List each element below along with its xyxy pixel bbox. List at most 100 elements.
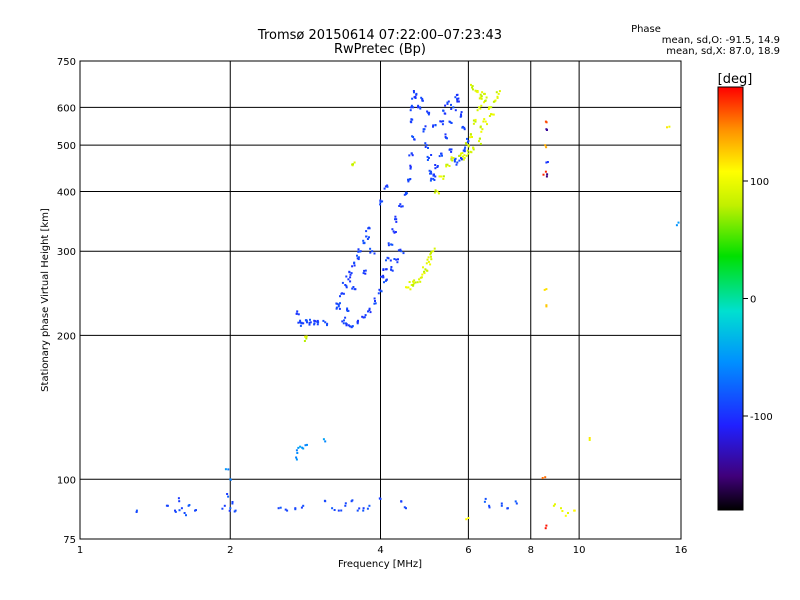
echo-point-5-6-0 <box>467 517 470 519</box>
echo-point-1-5-1 <box>422 266 424 269</box>
echo-point-2-30-1 <box>500 502 503 505</box>
echo-point-1-24-0 <box>497 92 500 95</box>
echo-point-0-53-0 <box>434 175 437 178</box>
echo-point-0-8-3 <box>339 302 341 305</box>
echo-point-0-42-3 <box>413 138 416 141</box>
echo-point-0-24-2 <box>368 307 371 310</box>
echo-point-0-32-1 <box>385 268 388 271</box>
echo-point-0-10-3 <box>345 284 348 287</box>
echo-point-1-9-2 <box>433 191 436 194</box>
y-tick-label-3: 300 <box>57 247 76 258</box>
echo-point-0-61-0 <box>460 113 462 116</box>
echo-point-0-32-3 <box>382 269 385 271</box>
echo-point-1-31-0 <box>481 128 484 131</box>
echo-point-4-0-1 <box>545 121 548 124</box>
echo-point-0-0-1 <box>296 310 299 313</box>
echo-point-0-20-3 <box>345 322 347 325</box>
echo-point-0-64-3 <box>448 148 451 151</box>
phase-stats-line2: mean, sd,X: 87.0, 18.9 <box>666 46 780 57</box>
echo-point-1-14-2 <box>467 145 470 148</box>
echo-point-1-7-3 <box>427 256 430 259</box>
echo-point-4-8-0 <box>544 476 547 479</box>
echo-point-0-4-0 <box>309 321 312 324</box>
echo-point-1-6-0 <box>427 260 430 263</box>
echo-point-0-79-0 <box>371 250 374 253</box>
echo-point-2-16-0 <box>302 504 305 507</box>
echo-point-1-17-3 <box>476 109 479 112</box>
echo-point-1-27-0 <box>463 157 466 159</box>
echo-point-0-33-1 <box>386 256 389 259</box>
echo-point-1-20-3 <box>484 100 487 102</box>
echo-point-0-52-3 <box>430 177 433 180</box>
echo-point-0-78-1 <box>364 269 367 272</box>
echo-point-0-20-2 <box>347 324 350 327</box>
echo-point-2-11-0 <box>227 495 230 498</box>
echo-point-0-74-3 <box>434 124 437 127</box>
echo-point-1-29-1 <box>470 151 473 154</box>
echo-point-3-6-0 <box>224 468 227 471</box>
echo-point-0-16-1 <box>362 239 365 242</box>
echo-point-2-28-1 <box>483 500 486 503</box>
echo-point-1-10-0 <box>440 175 443 178</box>
echo-point-0-7-1 <box>322 319 325 322</box>
echo-point-1-7-2 <box>429 253 432 256</box>
echo-point-0-39-2 <box>407 178 409 181</box>
echo-point-5-0-0 <box>552 504 555 507</box>
echo-point-2-1-1 <box>165 504 168 507</box>
echo-point-4-8-1 <box>541 477 544 479</box>
echo-point-2-7-0 <box>183 512 186 514</box>
echo-point-0-48-3 <box>422 128 425 131</box>
echo-point-0-41-1 <box>410 152 413 155</box>
echo-point-2-31-1 <box>506 507 509 510</box>
echo-point-1-6-2 <box>425 262 428 265</box>
echo-point-1-32-2 <box>482 120 485 123</box>
echo-point-2-24-0 <box>368 504 371 507</box>
x-tick-label-2: 4 <box>377 545 383 556</box>
echo-point-1-7-1 <box>430 258 433 261</box>
echo-point-0-26-1 <box>380 290 383 293</box>
echo-point-1-26-1 <box>471 85 474 88</box>
echo-point-0-50-3 <box>426 159 429 161</box>
echo-point-0-11-1 <box>349 276 352 279</box>
echo-point-1-16-2 <box>472 122 475 125</box>
x-tick-label-6: 16 <box>675 545 688 556</box>
chart-title: Tromsø 20150614 07:22:00–07:23:43 <box>257 28 502 43</box>
echo-point-0-58-0 <box>452 106 455 109</box>
echo-point-0-35-1 <box>394 231 397 233</box>
echo-point-0-10-2 <box>341 281 344 284</box>
echo-point-0-77-1 <box>351 287 354 290</box>
echo-point-0-73-0 <box>427 113 430 116</box>
echo-point-0-50-1 <box>426 155 429 158</box>
echo-point-0-46-1 <box>412 90 415 92</box>
echo-point-0-26-3 <box>377 292 380 295</box>
echo-point-1-4-1 <box>420 276 423 279</box>
echo-point-1-22-3 <box>490 113 492 116</box>
echo-point-3-7-1 <box>229 478 232 481</box>
echo-point-0-68-0 <box>463 148 466 151</box>
echo-point-0-75-1 <box>335 306 338 309</box>
plot-frame <box>79 60 682 540</box>
echo-point-4-2-1 <box>545 146 548 149</box>
echo-point-2-18-1 <box>333 509 336 511</box>
echo-point-0-57-3 <box>450 122 453 124</box>
colorbar-tick-label-1: 0 <box>750 295 756 306</box>
echo-point-0-33-2 <box>389 259 392 262</box>
echo-point-0-73-2 <box>427 111 430 114</box>
echo-point-1-25-2 <box>476 90 479 92</box>
echo-point-3-1-1 <box>297 446 300 449</box>
echo-point-0-1-3 <box>297 321 300 324</box>
echo-point-3-4-1 <box>295 456 298 459</box>
echo-point-0-18-1 <box>365 230 368 233</box>
echo-point-0-81-2 <box>383 187 386 190</box>
echo-point-0-59-0 <box>454 96 457 99</box>
echo-point-1-30-3 <box>479 142 482 145</box>
echo-point-1-18-2 <box>480 97 483 100</box>
echo-point-2-12-1 <box>231 501 234 503</box>
echo-point-2-22-1 <box>358 507 361 510</box>
echo-point-1-22-1 <box>488 115 491 117</box>
echo-point-0-67-0 <box>460 157 462 159</box>
echo-point-0-9-2 <box>339 295 341 298</box>
echo-point-1-17-2 <box>480 104 483 107</box>
echo-point-1-33-0 <box>353 161 356 164</box>
